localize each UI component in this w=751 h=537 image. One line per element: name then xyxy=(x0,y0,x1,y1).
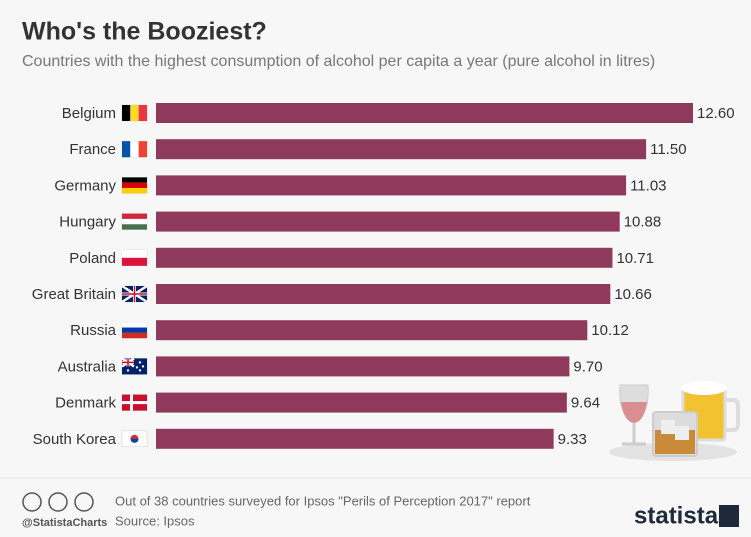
flag-stripe xyxy=(122,218,147,225)
flag-star xyxy=(138,369,142,372)
flag-stripe xyxy=(122,327,147,333)
flag xyxy=(121,177,148,194)
flag-star xyxy=(141,365,145,368)
bar xyxy=(156,392,567,413)
value-label: 11.03 xyxy=(630,177,666,194)
brand-mark xyxy=(719,505,739,527)
flag xyxy=(121,104,148,122)
flag-star xyxy=(138,361,142,364)
category-label: South Korea xyxy=(33,431,117,448)
bar xyxy=(156,356,570,377)
category-label: Belgium xyxy=(62,105,116,122)
flag-stripe xyxy=(130,141,139,158)
value-label: 9.64 xyxy=(571,395,600,412)
flag-stripe xyxy=(122,358,134,367)
flag xyxy=(121,140,148,158)
flag-stripe xyxy=(130,105,139,121)
flag-stripe xyxy=(122,188,147,194)
flag-stripe xyxy=(122,177,147,183)
category-label: Australia xyxy=(58,358,117,375)
flag-stripe xyxy=(122,401,147,405)
value-label: 9.33 xyxy=(558,431,587,448)
category-label: Russia xyxy=(70,322,117,339)
bar xyxy=(156,320,588,341)
bar xyxy=(156,139,647,160)
flag-stripe xyxy=(122,182,147,189)
value-label: 11.50 xyxy=(650,141,686,158)
category-label: Poland xyxy=(69,250,116,267)
value-label: 10.88 xyxy=(624,214,662,231)
flag-star xyxy=(135,366,139,369)
footer-source: Source: Ipsos xyxy=(115,513,195,528)
flag-stripe xyxy=(122,141,131,158)
flag-star xyxy=(126,369,130,372)
flag-stripe xyxy=(122,249,147,258)
value-label: 10.71 xyxy=(616,250,654,267)
category-label: France xyxy=(69,141,116,158)
flag xyxy=(121,357,148,375)
flag xyxy=(121,213,148,230)
category-label: Denmark xyxy=(55,395,116,412)
chart-subtitle: Countries with the highest consumption o… xyxy=(22,53,655,70)
flag-stripe xyxy=(130,438,139,443)
flag-stripe xyxy=(122,257,147,266)
flag xyxy=(121,284,148,304)
value-label: 12.60 xyxy=(697,105,735,122)
flag-stripe xyxy=(122,322,147,328)
brand-logo: statista xyxy=(634,502,719,529)
flag xyxy=(121,321,148,339)
flag-stripe xyxy=(138,141,147,158)
value-label: 10.12 xyxy=(591,322,629,339)
flag xyxy=(121,430,148,448)
category-label: Great Britain xyxy=(32,286,116,303)
chart-title: Who's the Booziest? xyxy=(22,18,267,46)
bar xyxy=(156,428,554,449)
flag-stripe xyxy=(122,286,147,302)
bar xyxy=(156,103,693,123)
flag xyxy=(121,394,148,411)
cc-icons xyxy=(22,492,94,512)
flag xyxy=(121,249,148,267)
flag-stripe xyxy=(122,213,147,219)
bar xyxy=(156,284,611,304)
flag-stripe xyxy=(122,332,147,339)
value-label: 10.66 xyxy=(614,286,652,303)
bar xyxy=(156,211,620,232)
bar xyxy=(156,175,627,196)
value-label: 9.70 xyxy=(573,358,602,375)
flag-stripe xyxy=(122,224,147,230)
flag-stripe xyxy=(122,105,131,121)
footer-handle: @StatistaCharts xyxy=(22,517,107,529)
flag-stripe xyxy=(130,394,133,411)
drinks-illustration xyxy=(609,381,740,461)
flag-stripe xyxy=(138,105,147,121)
footer-note: Out of 38 countries surveyed for Ipsos "… xyxy=(115,493,531,508)
bar xyxy=(156,247,613,268)
category-label: Hungary xyxy=(59,214,116,231)
category-label: Germany xyxy=(54,177,116,194)
